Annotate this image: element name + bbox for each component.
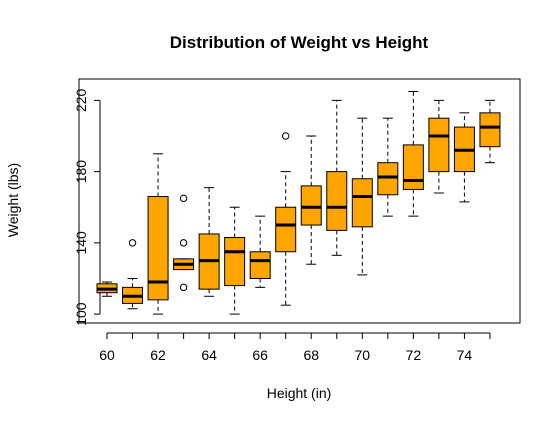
plot-frame — [78, 78, 521, 324]
box-body — [402, 144, 424, 190]
box-body — [326, 171, 348, 231]
x-axis: 60 62 64 66 68 70 72 74 — [99, 332, 491, 363]
box-body — [249, 251, 271, 279]
box-65 — [224, 206, 246, 315]
y-tick-label: 180 — [73, 160, 89, 184]
box-69 — [326, 99, 348, 256]
outlier-point — [179, 194, 188, 203]
x-tick-label: 60 — [99, 347, 115, 363]
box-70 — [351, 117, 373, 276]
box-71 — [377, 117, 399, 217]
x-tick-label: 74 — [457, 347, 473, 363]
box-body — [351, 178, 373, 228]
box-series — [96, 90, 501, 315]
y-axis-label: Weight (lbs) — [5, 163, 21, 237]
box-74 — [453, 112, 475, 203]
outlier-point — [179, 239, 188, 247]
box-72 — [402, 90, 424, 217]
y-tick-label: 220 — [73, 88, 89, 112]
x-tick-label: 66 — [252, 347, 268, 363]
box-body — [147, 196, 169, 301]
box-64 — [198, 187, 220, 297]
y-tick-label: 140 — [73, 231, 89, 255]
x-tick-label: 70 — [355, 347, 371, 363]
box-60 — [96, 281, 118, 297]
box-body — [377, 162, 399, 196]
chart-title: Distribution of Weight vs Height — [170, 33, 429, 52]
box-67 — [275, 132, 297, 306]
outlier-point — [128, 239, 137, 247]
box-68 — [300, 135, 322, 265]
box-66 — [249, 215, 271, 288]
box-body — [428, 117, 450, 173]
y-tick-label: 100 — [73, 302, 89, 326]
box-body — [224, 237, 246, 287]
box-body — [300, 185, 322, 226]
x-tick-label: 68 — [303, 347, 319, 363]
box-body — [479, 112, 501, 148]
box-75 — [479, 99, 501, 164]
x-tick-label: 64 — [201, 347, 217, 363]
box-63 — [173, 194, 195, 292]
box-73 — [428, 99, 450, 194]
box-61 — [122, 239, 144, 310]
x-tick-label: 72 — [406, 347, 422, 363]
y-axis: 100 140 180 220 — [73, 88, 101, 326]
x-axis-label: Height (in) — [267, 385, 332, 401]
box-62 — [147, 153, 169, 315]
box-body — [275, 206, 297, 253]
x-tick-label: 62 — [150, 347, 166, 363]
outlier-point — [179, 283, 188, 292]
outlier-point — [282, 132, 290, 140]
